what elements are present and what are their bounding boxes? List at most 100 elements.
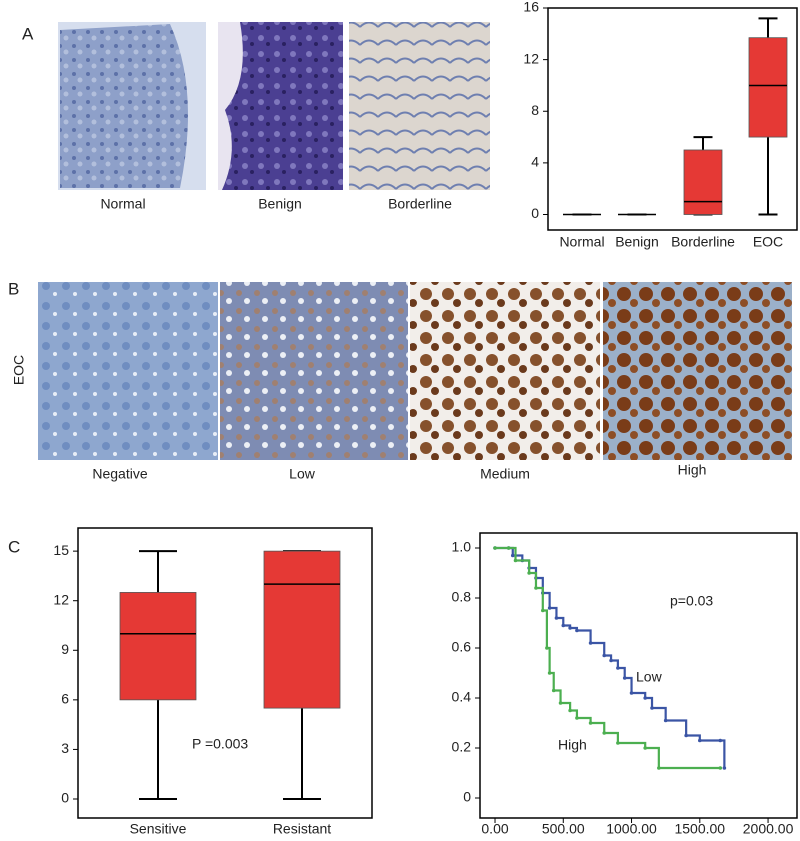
censor-mark (575, 628, 579, 633)
censor-mark (575, 716, 579, 720)
survival-step (624, 676, 633, 693)
y-tick-label: 3 (61, 740, 69, 756)
censor-mark (527, 571, 531, 575)
censor-mark (697, 738, 702, 743)
y-tick-label: 0 (531, 205, 539, 221)
survival-step (508, 546, 517, 561)
survival-step (553, 689, 562, 703)
censor-mark (588, 641, 593, 645)
censor-mark (643, 746, 647, 750)
micrograph (220, 282, 408, 460)
y-tick-label: 16 (523, 0, 539, 15)
survival-step (576, 629, 592, 643)
censor-mark (493, 546, 497, 550)
censor-mark (718, 766, 723, 770)
annotation: p=0.03 (670, 593, 713, 609)
survival-step (665, 719, 688, 736)
y-tick-label: 8 (531, 102, 539, 118)
image-caption: Benign (258, 196, 302, 212)
micrograph (349, 22, 490, 190)
y-tick-label: 12 (523, 50, 539, 66)
censor-mark (616, 666, 620, 670)
censor-mark (545, 646, 549, 650)
survival-step (617, 741, 647, 748)
survival-step (645, 696, 654, 708)
y-tick-label: 12 (53, 591, 69, 607)
x-tick-label: EOC (753, 234, 783, 250)
y-tick-label: 4 (531, 154, 539, 170)
survival-step (535, 586, 544, 611)
box (119, 592, 197, 701)
survival-step (720, 739, 726, 768)
y-tick-label: 0 (61, 790, 69, 806)
survival-step (570, 709, 579, 718)
censor-mark (650, 706, 654, 710)
survival-step (631, 691, 647, 698)
censor-mark (547, 606, 552, 610)
survival-step (546, 646, 551, 673)
x-tick-label: 1500.00 (674, 821, 725, 837)
censor-mark (540, 608, 545, 613)
x-tick-label: Normal (559, 234, 604, 250)
censor-mark (622, 676, 627, 680)
plot-frame (547, 7, 798, 231)
curve-label: Low (636, 669, 663, 685)
image-caption: Low (289, 466, 316, 482)
box (683, 149, 723, 215)
y-tick-label: 0.8 (452, 589, 472, 605)
censor-mark (561, 623, 566, 628)
censor-mark (602, 731, 607, 735)
x-tick-label: 0.00 (481, 821, 508, 837)
censor-mark (684, 733, 688, 738)
annotation: P =0.003 (192, 736, 248, 752)
y-tick-label: 0.6 (452, 639, 472, 655)
survival-step (542, 609, 548, 648)
survival-step (515, 559, 531, 573)
censor-mark (551, 688, 556, 693)
background (218, 22, 243, 190)
censor-mark (657, 766, 661, 770)
x-tick-label: Benign (615, 234, 659, 250)
survival-step (549, 606, 558, 618)
censor-mark (629, 691, 634, 695)
tissue (60, 24, 188, 188)
survival-step (542, 591, 551, 608)
censor-mark (534, 586, 538, 590)
survival-step (590, 721, 606, 733)
survival-step (576, 716, 592, 723)
row-label: EOC (11, 355, 27, 385)
survival-step (556, 616, 565, 626)
censor-mark (568, 626, 572, 630)
survival-step (645, 746, 660, 768)
y-tick-label: 1.0 (452, 539, 472, 555)
censor-mark (663, 718, 668, 723)
micrograph (410, 282, 600, 460)
censor-mark (616, 741, 620, 745)
survival-step (549, 671, 555, 691)
censor-mark (513, 558, 518, 563)
censor-mark (510, 553, 515, 558)
survival-step (652, 706, 667, 721)
image-caption: Normal (100, 196, 145, 212)
censor-mark (602, 653, 607, 658)
survival-step (604, 731, 619, 743)
censor-mark (588, 721, 593, 725)
censor-mark (718, 738, 723, 743)
y-tick-label: 9 (61, 641, 69, 657)
censor-mark (643, 696, 647, 700)
box (263, 550, 341, 709)
x-tick-label: Sensitive (130, 821, 187, 837)
survival-step (529, 571, 538, 588)
plot-frame (479, 532, 798, 819)
censor-mark (506, 546, 511, 550)
x-tick-label: 2000.00 (743, 821, 794, 837)
survival-step (590, 641, 606, 656)
x-tick-label: 1000.00 (606, 821, 657, 837)
panel-label: A (22, 24, 34, 43)
panel-label: B (8, 279, 19, 298)
micrograph (38, 282, 218, 460)
image-caption: High (678, 462, 707, 478)
censor-mark (609, 658, 613, 663)
y-tick-label: 0.4 (452, 689, 472, 705)
image-caption: Borderline (388, 196, 452, 212)
